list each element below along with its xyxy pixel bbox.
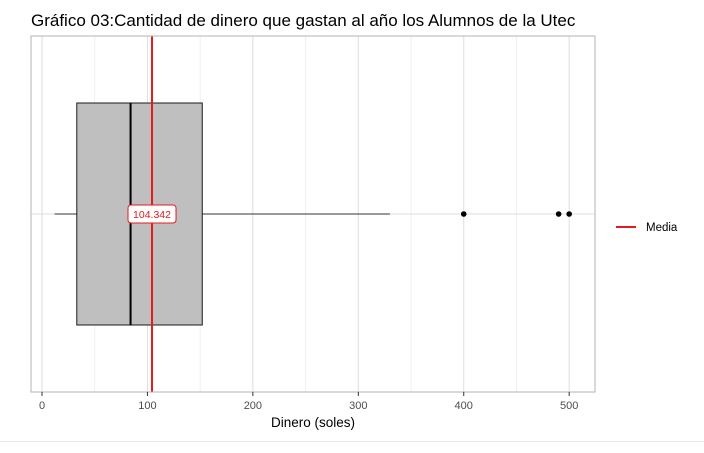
panel-border <box>30 35 596 393</box>
x-tick-label: 100 <box>138 400 156 412</box>
mean-label-box <box>127 204 177 224</box>
x-axis: 0 100 200 300 400 500 <box>39 392 578 412</box>
chart-title: Gráfico 03:Cantidad de dinero que gastan… <box>31 11 576 30</box>
legend-mean-label: Media <box>646 222 678 234</box>
outlier-point <box>460 211 467 217</box>
mean-marker: 104.342 <box>127 36 177 392</box>
x-tick-label: 300 <box>349 400 367 412</box>
footer-divider <box>0 441 704 442</box>
mean-label: 104.342 <box>133 209 171 221</box>
x-axis-title: Dinero (soles) <box>271 415 355 430</box>
x-tick-label: 0 <box>39 400 45 412</box>
legend: Media <box>616 222 678 234</box>
outlier-point <box>555 211 562 217</box>
x-tick-label: 400 <box>455 400 473 412</box>
x-tick-label: 200 <box>244 400 262 412</box>
x-tick-label: 500 <box>560 400 578 412</box>
outlier-point <box>566 211 572 217</box>
